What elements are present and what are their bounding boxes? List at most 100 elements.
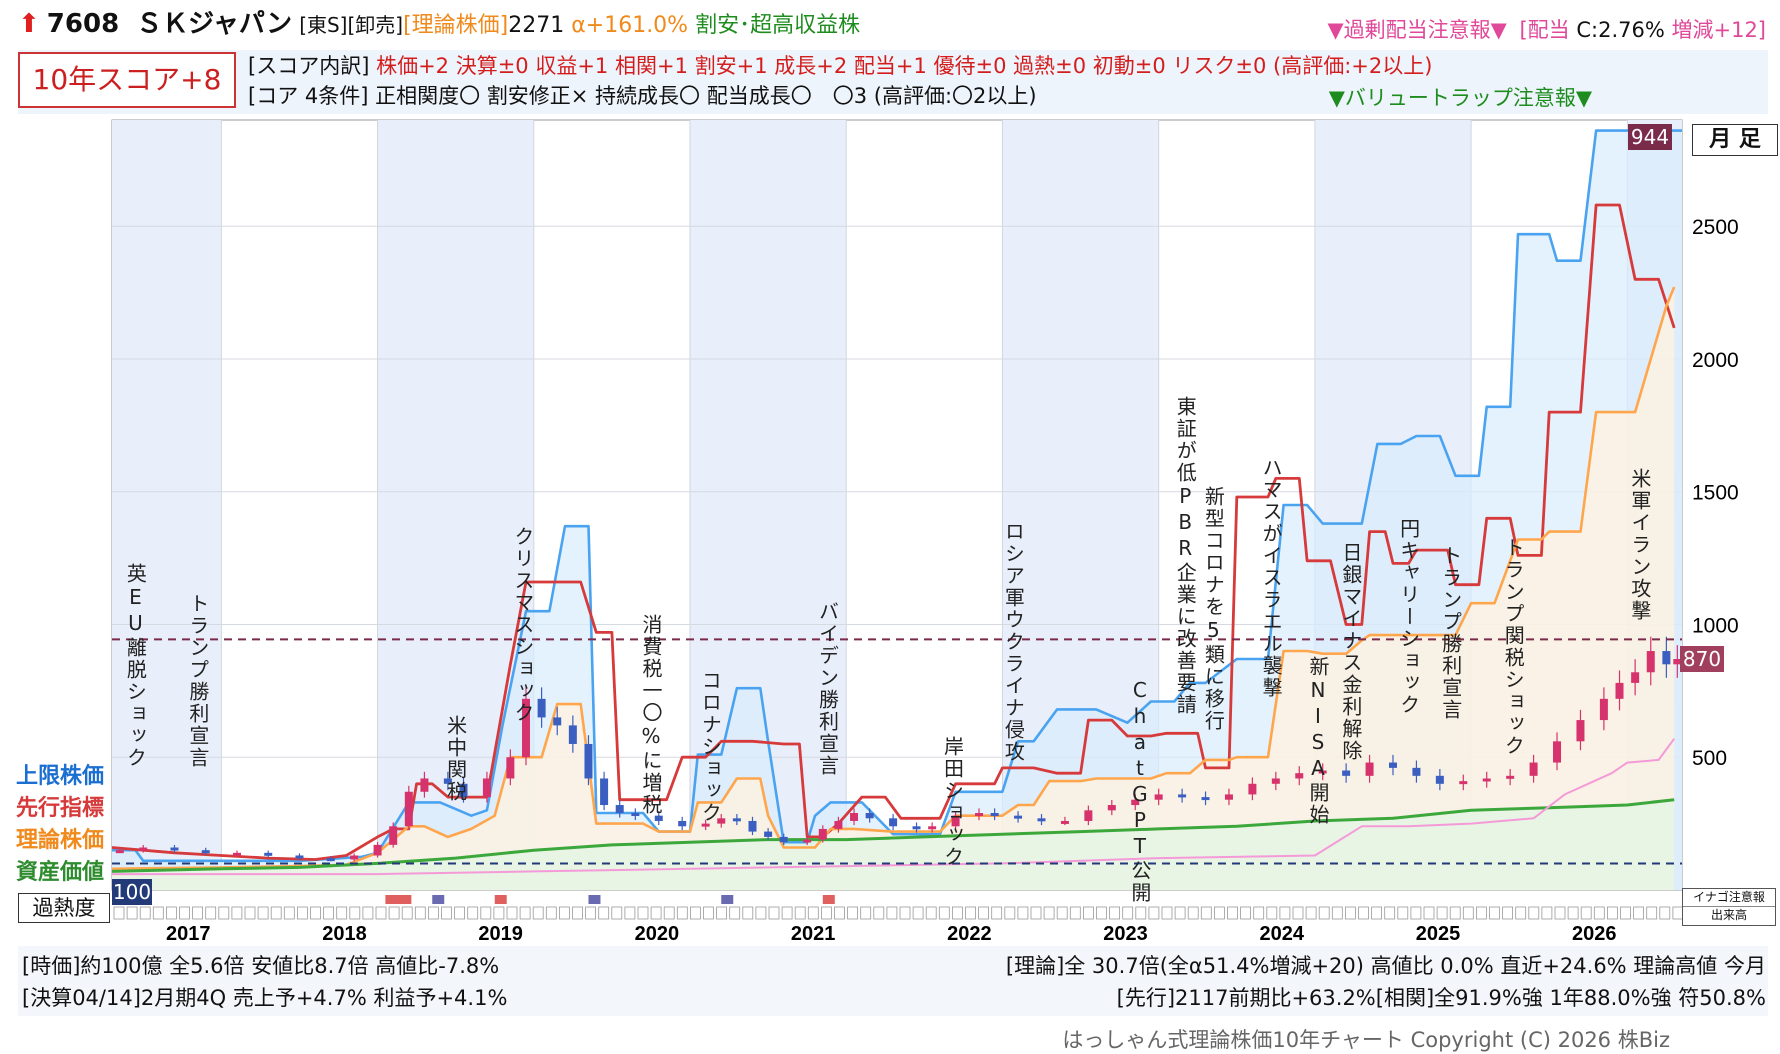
y-tick-label: 1500 [1692, 482, 1739, 505]
x-tick-label: 2017 [166, 923, 211, 945]
gauge-cell [506, 906, 518, 920]
candle-body [615, 805, 624, 813]
y-tick-label: 2500 [1692, 216, 1739, 239]
event-label: ロシア軍ウクライナ侵攻 [1001, 520, 1026, 763]
legend-theory: 理論株価 [16, 828, 105, 853]
gauge-cell [1240, 906, 1251, 920]
candle-body [678, 820, 687, 827]
gauge-cell [703, 906, 714, 920]
gauge-cell [559, 906, 570, 920]
gauge-cell [1004, 906, 1016, 920]
candle-body [1529, 762, 1538, 776]
candle-body [1060, 820, 1069, 824]
gauge-cell [637, 906, 649, 920]
candle-body [295, 855, 304, 859]
gauge-cell [1030, 906, 1042, 920]
gauge-cell [1345, 906, 1356, 920]
gauge-marker [385, 895, 412, 904]
candle-body [1342, 770, 1351, 776]
score-bar-bg [18, 50, 1768, 114]
gauge-cell [1541, 906, 1553, 920]
theory-value: 2271 [508, 13, 565, 38]
x-tick-label: 2018 [322, 923, 367, 945]
series-area [112, 287, 1675, 890]
gauge-cell [611, 906, 623, 920]
candle-body [1295, 773, 1304, 779]
gauge-cell [834, 906, 845, 920]
series-line [112, 738, 1676, 876]
candle-body [1506, 775, 1515, 779]
gauge-cell [493, 906, 505, 920]
candle-body [170, 847, 179, 851]
series-line [111, 286, 1676, 871]
gauge-marker [494, 895, 507, 904]
legend-upper: 上限株価 [16, 764, 105, 789]
candle-body [420, 778, 429, 792]
heat-gauge-label: 過熱度 [18, 893, 110, 923]
gauge-cell [847, 906, 858, 920]
area-fills [112, 130, 1682, 891]
candle-body [717, 818, 726, 824]
excess-dividend-warning: ▼過剰配当注意報▼ [1327, 18, 1507, 42]
candle-body [139, 847, 148, 851]
gauge-cell [1174, 906, 1186, 920]
gauge-cell [1161, 906, 1173, 920]
series-area [112, 799, 1675, 890]
gauge-cell [139, 906, 151, 920]
gauge-cell [231, 906, 243, 920]
gauge-cell [1135, 906, 1147, 920]
theory-label: [理論株価] [403, 13, 509, 38]
candle-body [990, 813, 999, 816]
candle-body [600, 778, 609, 806]
gauge-cell [545, 906, 557, 920]
gauge-cell [807, 906, 819, 920]
gauge-cell [1279, 906, 1291, 920]
gauge-cell [860, 906, 872, 920]
core-conditions: [コア 4条件] 正相関度〇 割安修正× 持続成長〇 配当成長〇 〇3 (高評価… [248, 82, 1037, 110]
high-price-badge: 944 [1628, 124, 1672, 150]
series-line [111, 203, 1676, 861]
gauge-cell [1318, 906, 1330, 920]
event-label: 東証が低PBR企業に改善要請 [1173, 396, 1198, 717]
candle-body [1224, 794, 1233, 800]
gauge-cell [1200, 906, 1212, 920]
gauge-cell [716, 906, 727, 920]
gauge-cell [1266, 906, 1278, 920]
gauge-cell [1410, 906, 1422, 920]
x-tick-label: 2024 [1260, 923, 1305, 945]
core-prefix: [コア 4条件] [248, 84, 369, 108]
gauge-cell [1462, 906, 1474, 920]
candle-body [1459, 781, 1468, 785]
breakdown-prefix: [スコア内訳] [248, 54, 370, 78]
gauge-cell [310, 906, 321, 920]
monthly-button[interactable]: 月 足 [1692, 124, 1778, 156]
candle-body [654, 815, 663, 821]
candle-body [779, 836, 788, 843]
year-band [112, 120, 222, 890]
header-line: ⬆ 7608 ＳＫジャパン [東S][卸売][理論株価]2271 α+161.0… [18, 10, 860, 40]
gauge-marker [432, 895, 445, 904]
x-tick-label: 2022 [947, 923, 992, 945]
gauge-cell [1017, 906, 1029, 920]
candle-body [1201, 797, 1210, 801]
gauge-cell [585, 906, 596, 920]
gauge-cell [414, 906, 426, 920]
candle-body [350, 855, 359, 860]
gauge-cell [1371, 906, 1382, 920]
score-breakdown: [スコア内訳] 株価+2 決算±0 収益+1 相関+1 割安+1 成長+2 配当… [248, 52, 1432, 80]
event-label: 円キャリーショック [1396, 518, 1421, 717]
gauge-cell [991, 906, 1003, 920]
candle-body [232, 852, 241, 856]
event-label: トランプ勝利宣言 [1438, 544, 1463, 721]
breakdown-text: 株価+2 決算±0 収益+1 相関+1 割安+1 成長+2 配当+1 優待±0 … [376, 54, 1433, 78]
event-label: 新NISA開始 [1306, 656, 1330, 827]
gauge-cell [1607, 906, 1618, 920]
footer-left-2: [決算04/14]2月期4Q 売上予+4.7% 利益予+4.1% [22, 986, 508, 1010]
gauge-cell [1620, 906, 1631, 920]
candlesticks [115, 636, 1682, 862]
footer-right-1: [理論]全 30.7倍(全α51.4%増減+20) 高値比 0.0% 直近+24… [1005, 954, 1766, 978]
gauge-cell [912, 906, 924, 920]
gauge-marker [588, 895, 601, 904]
gauge-cell [192, 906, 204, 920]
gauge-cell [1502, 906, 1513, 920]
